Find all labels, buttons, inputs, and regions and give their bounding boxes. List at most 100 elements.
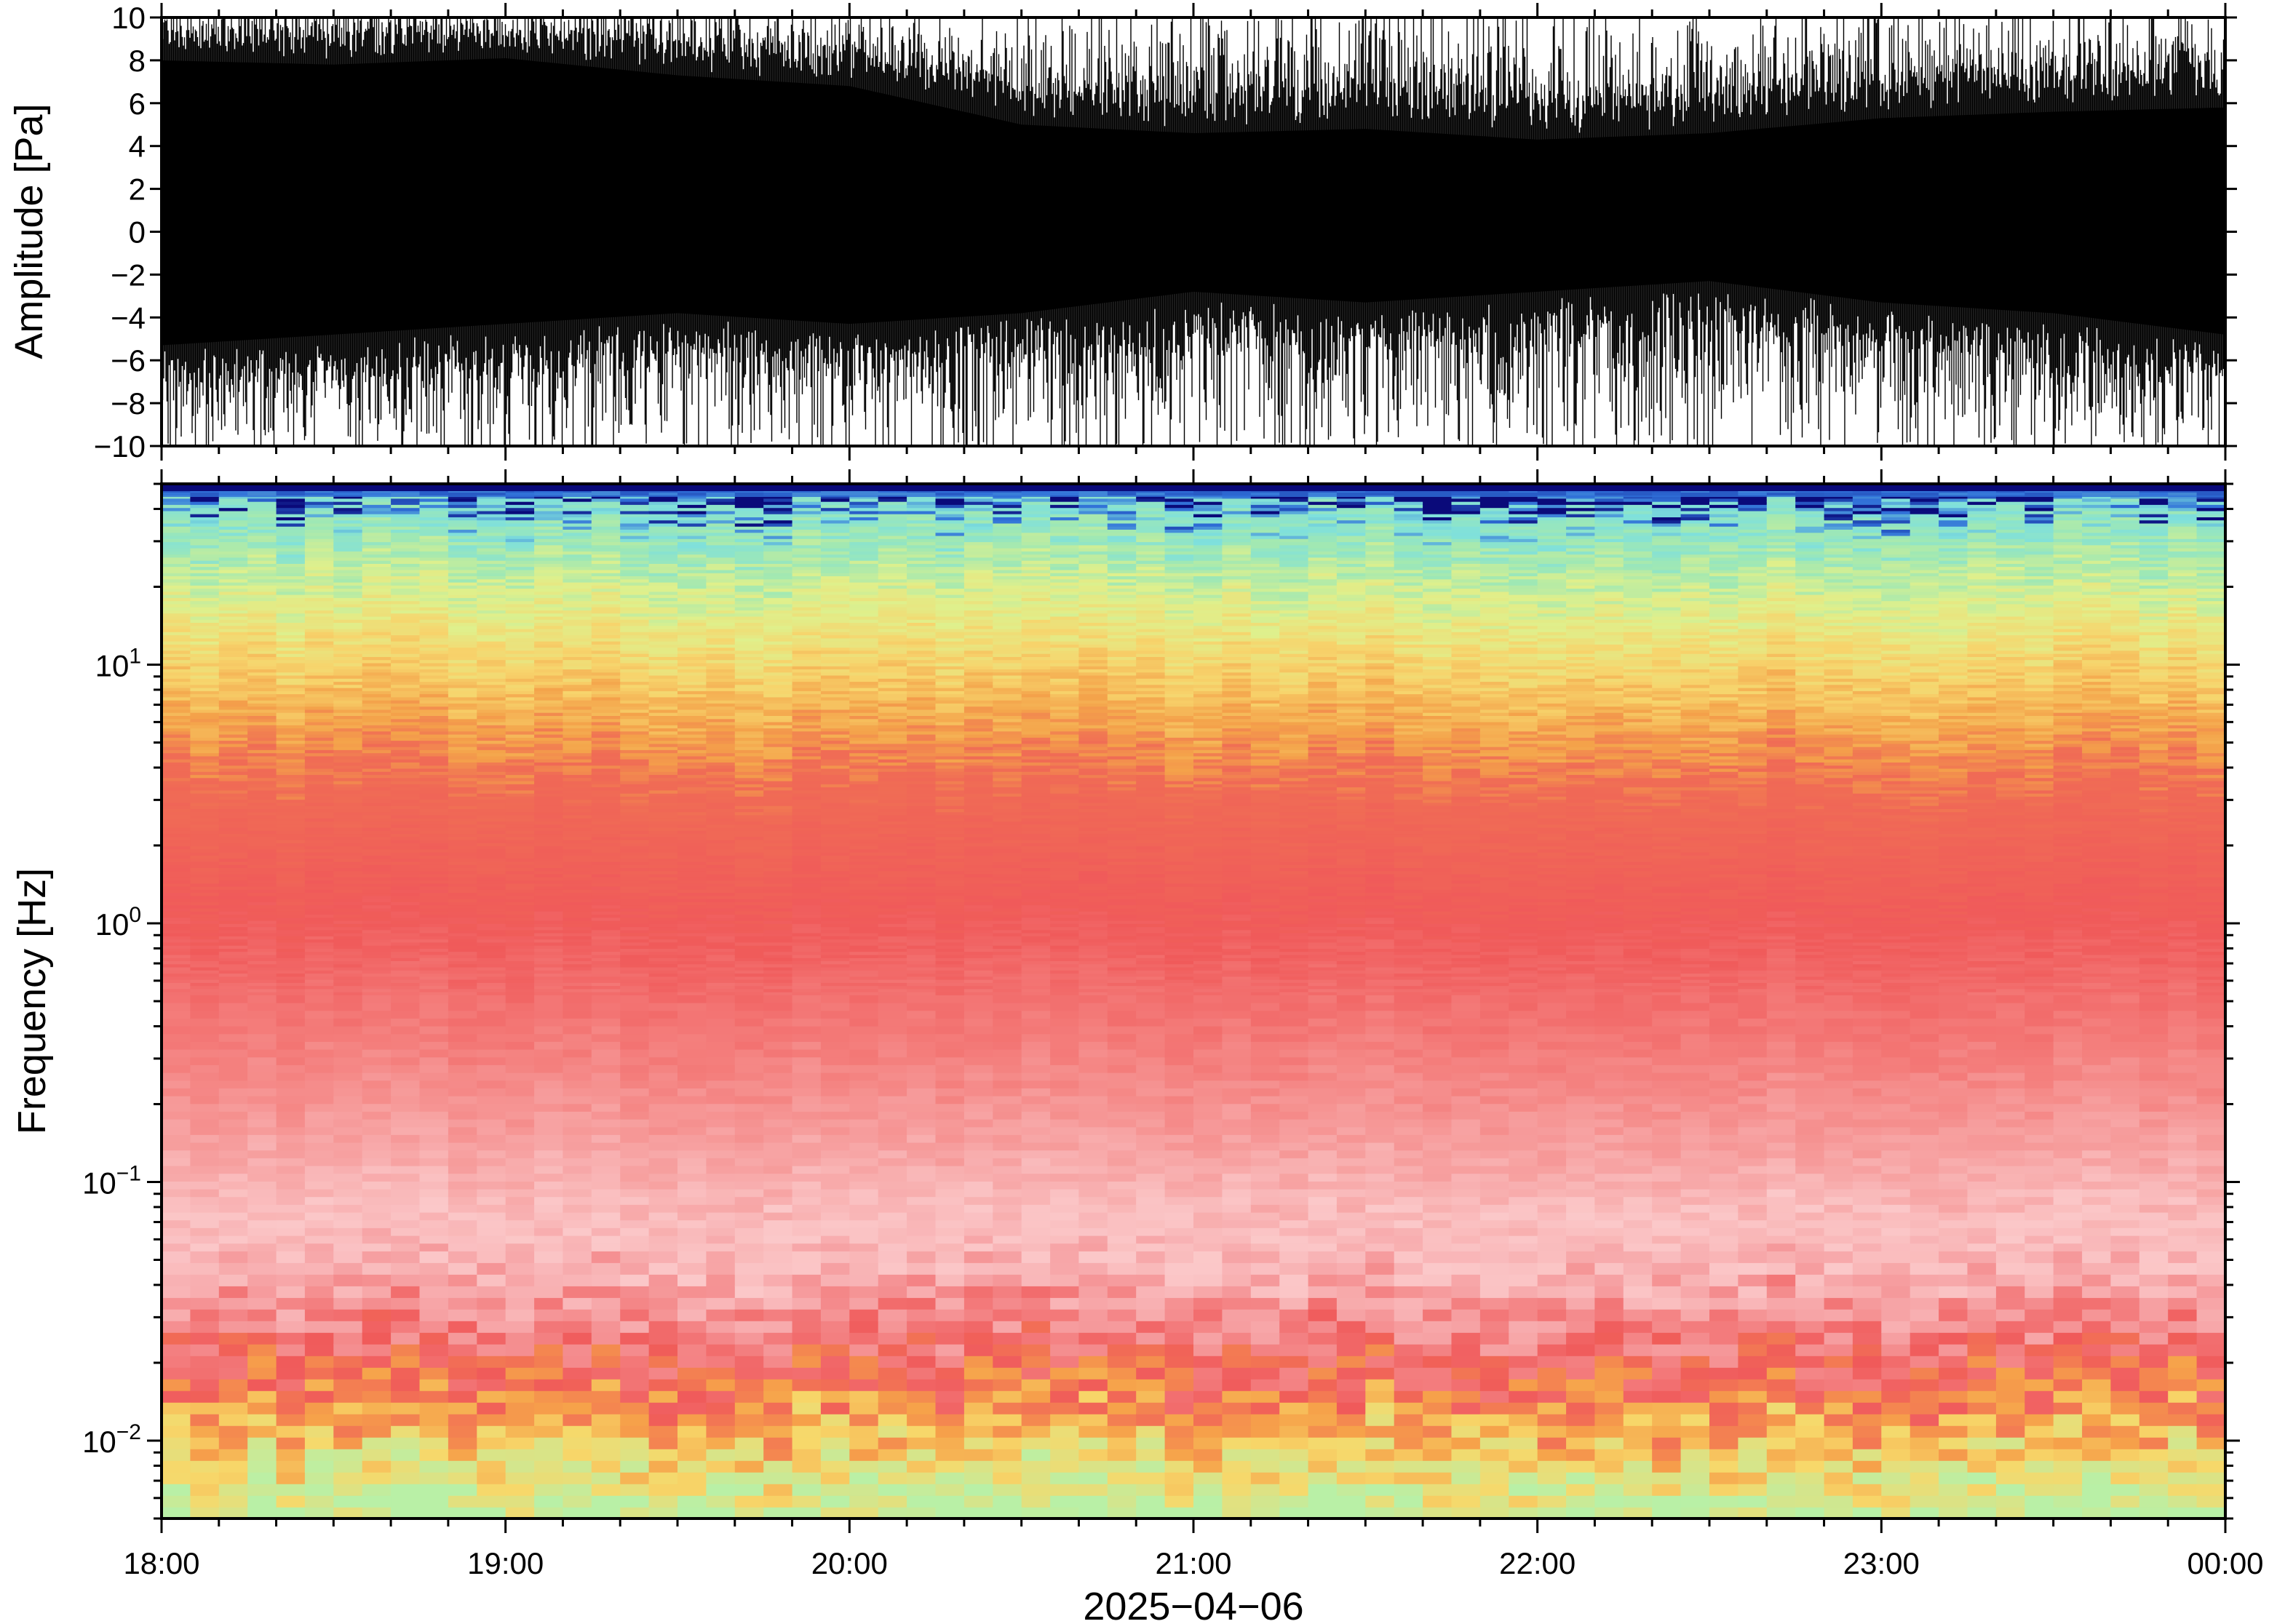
spectrogram-cell	[477, 765, 506, 769]
spectrogram-cell	[448, 1356, 478, 1368]
spectrogram-cell	[591, 1437, 621, 1449]
spectrogram-cell	[419, 498, 449, 502]
spectrogram-cell	[419, 951, 449, 955]
spectrogram-cell	[505, 728, 535, 732]
spectrogram-cell	[648, 811, 678, 816]
spectrogram-cell	[247, 563, 277, 568]
spectrogram-cell	[162, 917, 191, 921]
spectrogram-cell	[362, 709, 392, 713]
spectrogram-cell	[218, 703, 248, 707]
spectrogram-cell	[591, 845, 621, 850]
spectrogram-cell	[534, 1251, 564, 1263]
spectrogram-cell	[706, 1111, 736, 1120]
spectrogram-cell	[448, 821, 478, 825]
spectrogram-cell	[505, 532, 535, 536]
spectrogram-cell	[448, 594, 478, 598]
spectrogram-cell	[419, 1219, 449, 1228]
spectrogram-cell	[362, 1251, 392, 1263]
spectrogram-cell	[648, 613, 678, 617]
spectrogram-cell	[505, 703, 535, 707]
spectrogram-cell	[247, 948, 277, 952]
spectrogram-cell	[648, 731, 678, 735]
spectrogram-cell	[391, 746, 421, 750]
spectrogram-cell	[763, 1243, 793, 1251]
spectrogram-cell	[563, 1484, 592, 1496]
spectrogram-cell	[534, 594, 564, 598]
spectrogram-cell	[419, 1158, 449, 1166]
spectrogram-cell	[620, 1033, 650, 1042]
spectrogram-cell	[448, 603, 478, 608]
spectrogram-cell	[419, 995, 449, 1003]
spectrogram-cell	[333, 755, 363, 760]
spectrogram-cell	[391, 498, 421, 502]
spectrogram-cell	[677, 870, 707, 875]
spectrogram-cell	[304, 1309, 335, 1321]
spectrogram-cell	[648, 1142, 678, 1151]
spectrogram-cell	[620, 569, 650, 573]
spectrogram-cell	[563, 504, 592, 509]
spectrogram-cell	[620, 1041, 650, 1050]
spectrogram-cell	[677, 883, 707, 887]
spectrogram-cell	[534, 895, 564, 899]
spectrogram-cell	[276, 522, 306, 527]
spectrogram-cell	[505, 1495, 535, 1508]
spectrogram-cell	[419, 1196, 449, 1205]
spectrogram-cell	[591, 889, 621, 893]
spectrogram-cell	[591, 659, 621, 664]
spectrogram-cell	[505, 755, 535, 760]
spectrogram-cell	[218, 1134, 248, 1143]
spectrogram-cell	[706, 1150, 736, 1158]
spectrogram-cell	[734, 926, 764, 931]
spectrogram-cell	[362, 889, 392, 893]
spectrogram-cell	[706, 712, 736, 716]
spectrogram-cell	[505, 628, 535, 632]
spectrogram-cell	[620, 728, 650, 732]
spectrogram-cell	[419, 653, 449, 657]
spectrogram-cell	[648, 821, 678, 825]
spectrogram-cell	[534, 1460, 564, 1473]
spectrogram-cell	[333, 777, 363, 781]
spectrogram-cell	[190, 594, 220, 598]
spectrogram-cell	[276, 622, 306, 626]
spectrogram-cell	[162, 845, 191, 850]
spectrogram-cell	[362, 957, 392, 961]
spectrogram-cell	[477, 1402, 506, 1414]
spectrogram-cell	[477, 684, 506, 688]
spectrogram-cell	[333, 1286, 363, 1298]
spectrogram-cell	[563, 538, 592, 543]
spectrogram-cell	[620, 789, 650, 794]
spectrogram-cell	[218, 616, 248, 620]
spectrogram-cell	[419, 665, 449, 669]
spectrogram-cell	[734, 970, 764, 974]
spectrogram-cell	[362, 703, 392, 707]
spectrogram-cell	[534, 1118, 564, 1128]
spectrogram-cell	[677, 504, 707, 509]
spectrogram-cell	[333, 557, 363, 561]
spectrogram-cell	[648, 733, 678, 738]
spectrogram-cell	[304, 951, 335, 955]
spectrogram-cell	[563, 1356, 592, 1368]
spectrogram-cell	[677, 1111, 707, 1120]
spectrogram-cell	[534, 703, 564, 707]
spectrogram-cell	[190, 895, 220, 899]
spectrogram-cell	[190, 725, 220, 729]
spectrogram-cell	[218, 982, 248, 987]
spectrogram-cell	[276, 532, 306, 536]
spectrogram-cell	[591, 951, 621, 955]
spectrogram-cell	[706, 936, 736, 940]
spectrogram-cell	[620, 883, 650, 887]
spectrogram-cell	[362, 532, 392, 536]
spectrogram-cell	[247, 1356, 277, 1368]
spectrogram-cell	[391, 1332, 421, 1345]
spectrogram-cell	[620, 532, 650, 536]
spectrogram-cell	[190, 665, 220, 669]
spectrogram-cell	[218, 572, 248, 576]
spectrogram-cell	[706, 1356, 736, 1368]
spectrogram-cell	[448, 901, 478, 906]
spectrogram-cell	[534, 1297, 564, 1310]
spectrogram-cell	[276, 939, 306, 943]
spectrogram-cell	[391, 1274, 421, 1286]
spectrogram-cell	[792, 1356, 822, 1368]
spectrogram-cell	[677, 513, 707, 517]
spectrogram-cell	[419, 1367, 449, 1380]
